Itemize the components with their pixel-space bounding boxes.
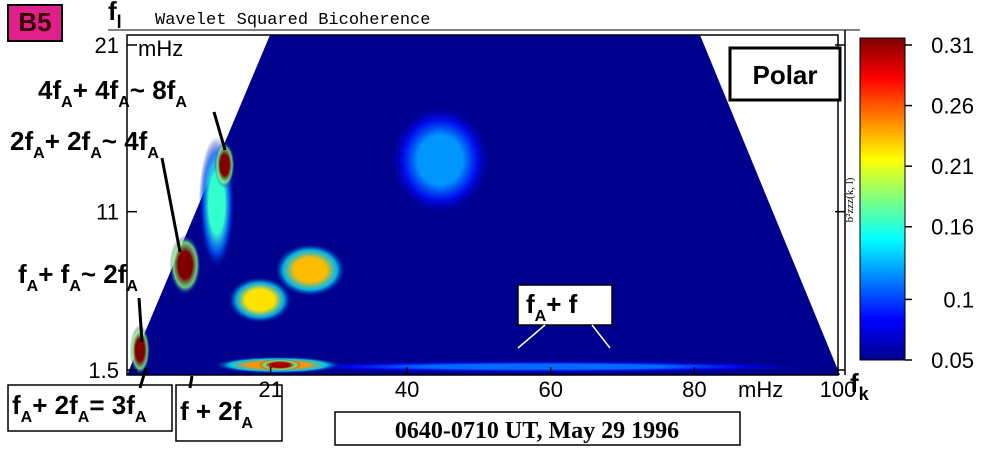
annotation-part: = 3f	[89, 390, 135, 420]
annotation: fA+ f	[526, 289, 578, 325]
subscript: A	[126, 278, 138, 295]
annotation-part: f	[526, 289, 535, 319]
annotation-part: ~ 8f	[130, 75, 176, 105]
annotation-part: + 2f	[32, 390, 78, 420]
colorbar-label: b²zzz(k, l)	[844, 177, 856, 222]
annotation: fk	[850, 368, 870, 404]
frame: SM	[787, 167, 823, 193]
annotation-part: 2f	[10, 126, 33, 156]
arrows	[137, 111, 227, 389]
panel-label: B5	[18, 7, 51, 37]
annotation-box	[175, 384, 283, 442]
colorbar-tick-label: 0.31	[931, 33, 974, 58]
x-unit: mHz	[738, 377, 783, 402]
subscript: A	[147, 145, 159, 162]
colorbar-tick-label: 0.1	[943, 287, 974, 312]
subscript: l	[117, 12, 122, 32]
arrow	[591, 324, 611, 349]
plot-frame	[126, 34, 839, 376]
subscript: A	[27, 278, 39, 295]
colorbar-tick-label: 0.16	[931, 215, 974, 240]
instrument: Polar	[752, 60, 817, 90]
arrows	[517, 324, 611, 349]
x-tick-label: 21	[258, 377, 282, 402]
annotation-part: f	[850, 368, 859, 398]
panel-label-box	[7, 4, 63, 42]
annotation: f + 2fA	[180, 396, 253, 432]
x-tick-label: 80	[682, 377, 706, 402]
subscript: A	[135, 409, 147, 426]
date-box	[334, 411, 741, 446]
x-tick-label: 60	[538, 377, 562, 402]
subscript: A	[69, 278, 81, 295]
y-tick-label: 21	[95, 33, 119, 58]
y-unit: mHz	[138, 36, 183, 61]
annotation-box	[7, 384, 173, 432]
date-label: 0640-0710 UT, May 29 1996	[395, 418, 679, 444]
arrow	[160, 157, 182, 253]
colorbar-tick-label: 0.05	[931, 348, 974, 373]
annotation-part: f	[108, 0, 117, 26]
annotation-part: ~ 4f	[102, 126, 148, 156]
arrow	[138, 367, 148, 389]
annotation-part: + 4f	[73, 75, 119, 105]
subscript: A	[175, 94, 187, 111]
annotation-part: + f	[546, 289, 577, 319]
subscript: A	[241, 415, 253, 432]
heat-region	[169, 235, 201, 295]
y-tick-label: 11	[96, 200, 119, 225]
annotation-part: f	[12, 390, 21, 420]
subscript: A	[33, 145, 45, 162]
annotation: fA+ 2fA= 3fA	[12, 390, 147, 426]
subscript: A	[535, 308, 547, 325]
chart-title: Wavelet Squared Bicoherence	[155, 11, 430, 30]
annotation: fA+ fA~ 2fA	[18, 259, 138, 295]
annotation-part: f + 2f	[180, 396, 242, 426]
heat-region	[270, 360, 817, 373]
arrow	[188, 375, 194, 389]
x-tick-label: 40	[395, 377, 419, 402]
annotation: 4fA+ 4fA~ 8fA	[38, 75, 187, 111]
subscript: A	[78, 409, 90, 426]
y-tick-label: 1.5	[88, 358, 119, 383]
heat-region	[129, 325, 150, 375]
annotation: 2fA+ 2fA~ 4fA	[10, 126, 159, 162]
arrow	[517, 324, 546, 349]
subscript: k	[859, 384, 870, 404]
blobs	[129, 105, 817, 375]
heat-region	[274, 243, 347, 297]
colorbar	[859, 37, 906, 361]
heat-region	[389, 105, 491, 215]
x-tick-label: 100	[820, 377, 857, 402]
colorbar-tick-label: 0.21	[931, 154, 974, 179]
subscript: A	[21, 409, 33, 426]
subscript: A	[61, 94, 73, 111]
subscript: A	[90, 145, 102, 162]
colorbar-tick-label: 0.26	[931, 94, 974, 119]
annotation-part: + 2f	[45, 126, 91, 156]
annotation-box	[517, 284, 613, 326]
subscript: A	[118, 94, 130, 111]
heat-region	[258, 359, 302, 371]
annotation-part: + f	[38, 259, 69, 289]
instrument-box	[728, 46, 842, 102]
component: Bz	[792, 132, 819, 158]
annotation-part: ~ 2f	[81, 259, 127, 289]
annotation: fl	[108, 0, 122, 32]
annotation-part: f	[18, 259, 27, 289]
annotation-part: 4f	[38, 75, 61, 105]
heat-region	[214, 141, 235, 189]
arrow	[137, 297, 144, 343]
arrow	[212, 111, 227, 151]
heat-region	[227, 276, 293, 324]
